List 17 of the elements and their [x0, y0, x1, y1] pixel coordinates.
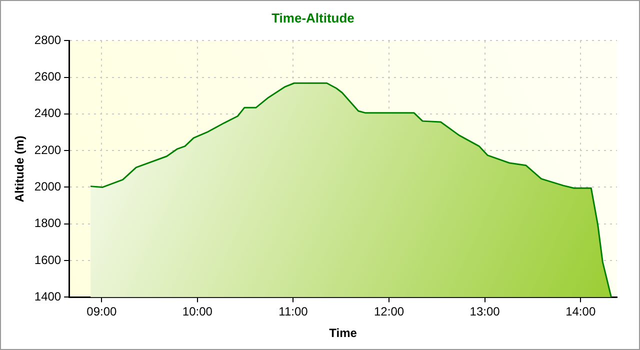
x-tick-label: 09:00 — [86, 304, 118, 319]
x-tick-label: 12:00 — [374, 304, 404, 319]
x-tick-label: 13:00 — [470, 304, 500, 319]
y-tick-label: 2400 — [34, 106, 62, 120]
y-tick-label: 2200 — [34, 142, 62, 157]
x-axis-title: Time — [329, 326, 358, 340]
x-tick-label: 10:00 — [182, 304, 213, 319]
chart-title: Time-Altitude — [272, 10, 354, 26]
y-tick-label: 2600 — [34, 70, 62, 84]
y-tick-label: 1400 — [34, 290, 62, 304]
x-tick-label: 14:00 — [566, 304, 596, 319]
y-axis-title: Altitude (m) — [12, 136, 27, 202]
y-tick-label: 1800 — [34, 216, 62, 230]
x-tick-label: 11:00 — [278, 304, 308, 319]
y-tick-label: 2800 — [34, 32, 62, 47]
y-tick-label: 1600 — [34, 252, 62, 267]
y-tick-label: 2000 — [34, 180, 62, 194]
